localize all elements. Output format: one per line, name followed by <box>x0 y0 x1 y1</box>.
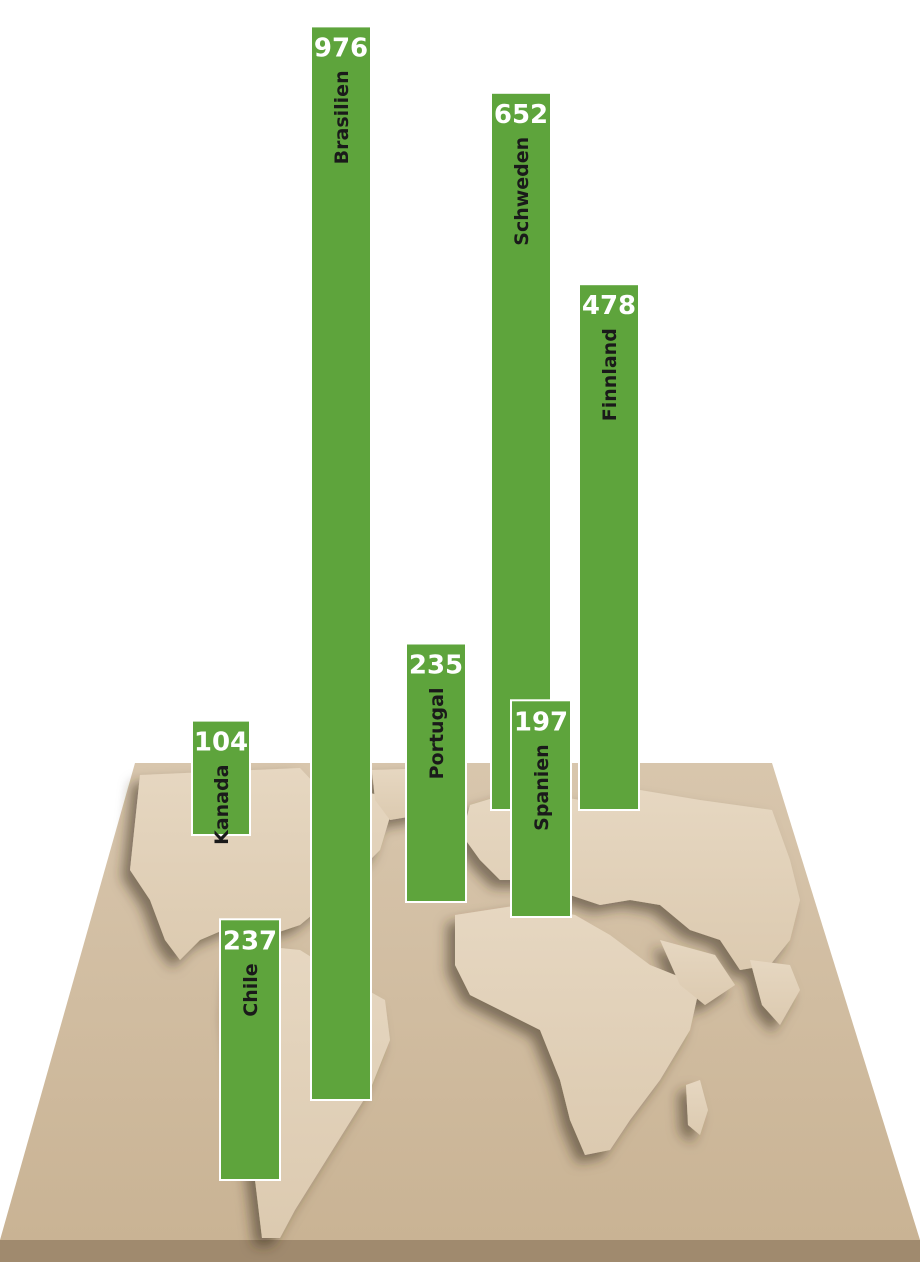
category-label-schweden: Schweden <box>511 137 533 246</box>
continent-arabia <box>660 940 735 1005</box>
bar-brasilien <box>310 25 372 1101</box>
continent-india <box>750 960 800 1025</box>
data-label-brasilien: 976 <box>314 33 368 63</box>
bar-group-brasilien: 976 Brasilien <box>310 25 372 1101</box>
category-label-brasilien: Brasilien <box>331 70 353 164</box>
bar-chile <box>219 918 281 1181</box>
category-label-finnland: Finnland <box>599 328 621 421</box>
category-label-spanien: Spanien <box>531 744 553 831</box>
data-label-portugal: 235 <box>409 651 463 681</box>
bar-portugal <box>405 642 467 903</box>
data-label-finnland: 478 <box>582 291 636 321</box>
bar-group-finnland: 478 Finnland <box>578 283 640 811</box>
bar-spanien <box>510 699 572 918</box>
category-label-kanada: Kanada <box>211 765 233 845</box>
bar-group-kanada: 104 Kanada <box>191 719 251 845</box>
data-label-spanien: 197 <box>514 707 568 737</box>
continent-madagascar <box>686 1080 708 1135</box>
bar-schweden <box>490 91 552 812</box>
category-label-chile: Chile <box>240 963 262 1016</box>
map-edge-front <box>0 1240 920 1262</box>
data-label-chile: 237 <box>223 926 277 956</box>
bar-group-spanien: 197 Spanien <box>510 699 572 918</box>
bar-group-portugal: 235 Portugal <box>405 642 467 903</box>
bars-layer: 976 Brasilien 652 Schweden 478 Finnland 235 Por… <box>191 25 640 1181</box>
data-label-kanada: 104 <box>194 728 248 758</box>
continent-africa <box>455 905 700 1155</box>
bar-group-chile: 237 Chile <box>219 918 281 1181</box>
bar-kanada <box>191 719 251 836</box>
category-label-portugal: Portugal <box>426 688 448 780</box>
bar-group-schweden: 652 Schweden <box>490 91 552 812</box>
data-label-schweden: 652 <box>494 100 548 130</box>
bar-finnland <box>578 283 640 811</box>
